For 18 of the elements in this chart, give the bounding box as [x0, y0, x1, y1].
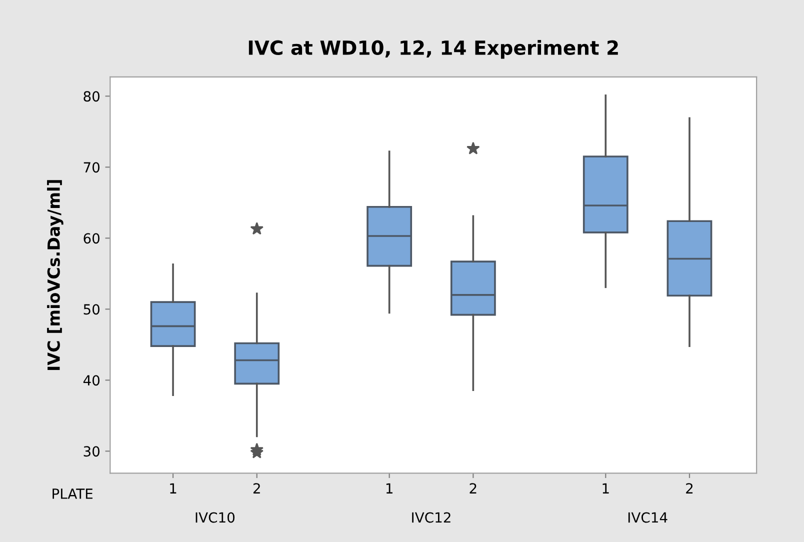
- chart-title: IVC at WD10, 12, 14 Experiment 2: [248, 40, 618, 59]
- y-tick-label: 70: [84, 162, 100, 173]
- y-tick-label: 80: [84, 91, 100, 102]
- x-tick-label: 1: [602, 483, 609, 494]
- y-axis-title: IVC [mioVCs.Day/ml]: [47, 180, 64, 370]
- x-tick-label: 2: [253, 483, 260, 494]
- y-tick-label: 50: [84, 304, 100, 315]
- text: IVC14: [628, 512, 668, 523]
- x-tick-label: 2: [470, 483, 476, 494]
- y-tick-label: 40: [83, 375, 100, 386]
- x-tick-label: 1: [386, 483, 392, 494]
- y-tick-label: 60: [84, 233, 100, 244]
- text: IVC10: [196, 512, 235, 523]
- text: PLATE: [52, 488, 92, 499]
- x-tick-label: 2: [686, 483, 693, 494]
- text: IVC12: [412, 512, 450, 523]
- x-tick-label: 1: [170, 483, 176, 494]
- y-tick-label: 30: [84, 446, 100, 457]
